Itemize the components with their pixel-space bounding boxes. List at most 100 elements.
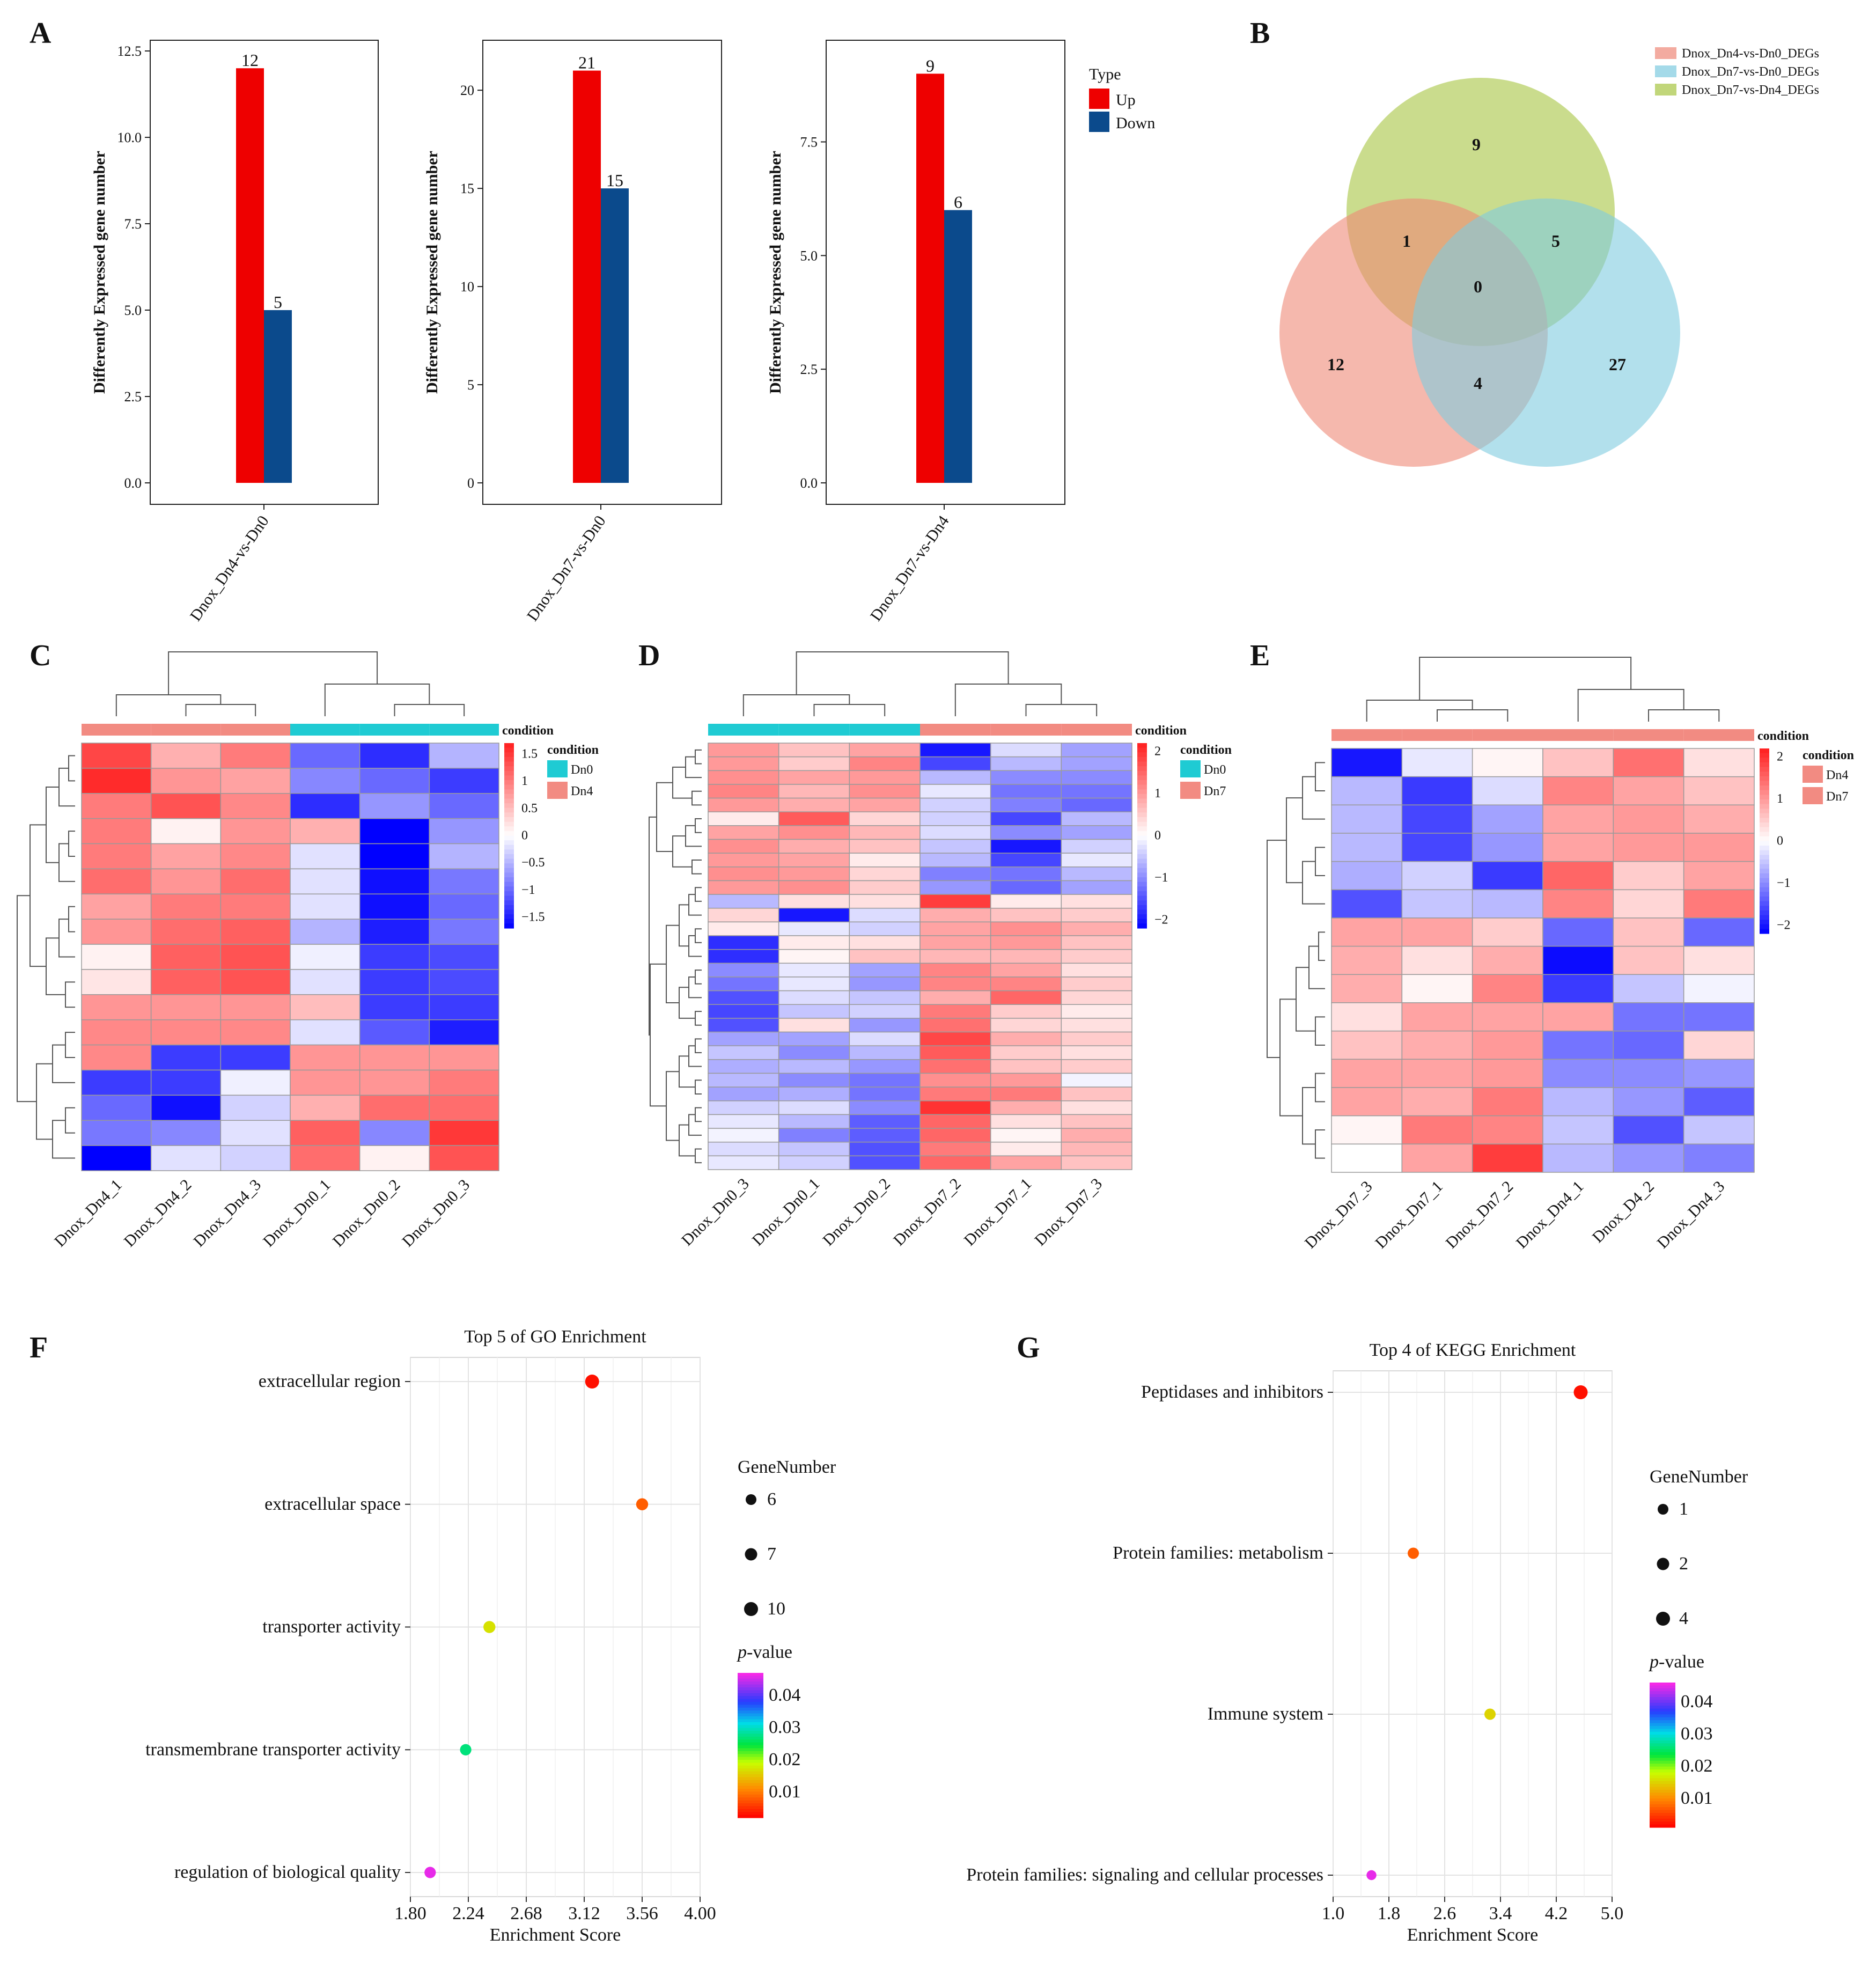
heatmap-cell xyxy=(1401,1115,1473,1145)
heatmap-cell xyxy=(1401,861,1473,891)
heatmap-cell xyxy=(1401,804,1473,834)
color-scale-segment xyxy=(1760,772,1769,777)
heatmap-cell xyxy=(1472,1115,1543,1145)
color-legend-segment xyxy=(738,1707,763,1711)
dendrogram-link xyxy=(1302,861,1325,905)
plot-title: Top 5 of GO Enrichment xyxy=(464,1327,646,1347)
color-legend-segment xyxy=(1650,1798,1675,1802)
color-legend-segment xyxy=(1650,1691,1675,1695)
heatmap-cell xyxy=(919,853,991,868)
x-category-label: Dnox_Dn7-vs-Dn4 xyxy=(867,512,953,625)
heatmap-cell xyxy=(359,818,430,844)
dendrogram-link xyxy=(691,790,702,806)
heatmap-cell xyxy=(708,853,779,868)
heatmap-cell xyxy=(359,994,430,1020)
heatmap-cell xyxy=(1061,1100,1132,1115)
heatmap-cell xyxy=(919,839,991,854)
condition-bar-cell xyxy=(849,724,920,736)
dendrogram-link xyxy=(695,749,702,765)
color-legend-tick: 0.04 xyxy=(1681,1692,1713,1712)
color-scale-segment xyxy=(1137,858,1147,864)
heatmap-cell xyxy=(778,1059,850,1074)
x-tick-label: 5.0 xyxy=(1601,1904,1624,1923)
color-legend-segment xyxy=(738,1797,763,1801)
color-scale-segment xyxy=(1760,920,1769,925)
venn-region-count: 4 xyxy=(1474,373,1482,393)
heatmap-cell xyxy=(990,935,1062,950)
color-scale-segment xyxy=(1760,836,1769,842)
heatmap-cell xyxy=(220,843,291,870)
color-legend-segment xyxy=(738,1710,763,1714)
heatmap-cell xyxy=(429,1095,499,1121)
heatmap-cell xyxy=(849,825,921,840)
condition-bar-cell xyxy=(1402,729,1473,741)
color-legend-segment xyxy=(738,1812,763,1816)
color-legend-segment xyxy=(1650,1813,1675,1816)
color-legend-segment xyxy=(738,1725,763,1729)
heatmap-cell xyxy=(919,1114,991,1129)
heatmap-cell xyxy=(1542,1143,1614,1173)
heatmap-cell xyxy=(849,866,921,882)
color-scale-segment xyxy=(1760,929,1769,934)
color-legend-segment xyxy=(1650,1743,1675,1747)
color-scale-segment xyxy=(504,789,514,795)
color-scale-segment xyxy=(1137,891,1147,897)
heatmap-cell xyxy=(220,1044,291,1071)
heatmap-cell xyxy=(290,768,361,794)
color-scale-tick: 1 xyxy=(521,774,528,788)
heatmap-cell xyxy=(1061,1045,1132,1060)
heatmap-cell xyxy=(1331,861,1403,891)
color-legend-segment xyxy=(738,1794,763,1798)
heatmap-cell xyxy=(150,919,222,945)
color-scale-segment xyxy=(1760,795,1769,800)
dendrogram-link xyxy=(1315,1073,1325,1103)
color-scale-segment xyxy=(1137,766,1147,772)
heatmap-e-panel: conditionDnox_Dn7_3Dnox_Dn7_1Dnox_Dn7_2D… xyxy=(1267,657,1854,1252)
heatmap-cell xyxy=(1061,921,1132,936)
dendrogram-link xyxy=(17,895,36,1103)
x-tick-label: 4.2 xyxy=(1545,1904,1568,1923)
heatmap-cell xyxy=(849,1155,921,1170)
x-axis-label: Enrichment Score xyxy=(1407,1925,1539,1945)
heatmap-d-panel: conditionDnox_Dn0_3Dnox_Dn0_1Dnox_Dn0_2D… xyxy=(649,651,1232,1250)
heatmap-cell xyxy=(1472,1087,1543,1117)
heatmap-cell xyxy=(990,963,1062,978)
heatmap-column-label: Dnox_Dn4_3 xyxy=(1653,1178,1728,1252)
heatmap-cell xyxy=(81,919,152,945)
condition-legend-swatch xyxy=(547,782,568,799)
legend-label-down: Down xyxy=(1116,114,1155,132)
heatmap-cell xyxy=(1542,833,1614,862)
condition-bar-cell xyxy=(82,724,151,736)
heatmap-column-label: Dnox_Dn0_3 xyxy=(678,1175,753,1250)
color-scale-segment xyxy=(1760,781,1769,786)
heatmap-cell xyxy=(708,797,779,812)
heatmap-cell xyxy=(919,825,991,840)
heatmap-cell xyxy=(778,756,850,772)
x-tick-label: 2.24 xyxy=(452,1904,484,1923)
heatmap-cell xyxy=(1542,974,1614,1003)
dendrogram-link xyxy=(695,1079,702,1095)
bar-up xyxy=(916,74,944,483)
dendrogram-link xyxy=(679,987,695,1019)
condition-bar-cell xyxy=(290,724,360,736)
dendrogram-link xyxy=(58,767,75,807)
color-legend-segment xyxy=(1650,1760,1675,1764)
color-legend-segment xyxy=(738,1678,763,1682)
color-scale-segment xyxy=(1137,743,1147,748)
heatmap-cell xyxy=(990,990,1062,1005)
color-scale-segment xyxy=(504,807,514,813)
color-scale-segment xyxy=(504,831,514,836)
heatmap-cell xyxy=(429,818,499,844)
color-legend-segment xyxy=(1650,1816,1675,1819)
heatmap-cell xyxy=(1613,1059,1684,1088)
color-scale-segment xyxy=(1760,855,1769,860)
heatmap-cell xyxy=(1061,784,1132,799)
color-scale-segment xyxy=(1760,776,1769,781)
bar-charts-panel: 0.0 2.5 5.0 7.5 10.0 12.5 12 5 Differently Expre… xyxy=(91,40,1155,625)
color-scale-segment xyxy=(504,752,514,758)
color-scale-segment xyxy=(1137,882,1147,887)
heatmap-cell xyxy=(919,1031,991,1046)
size-legend-dot xyxy=(745,1548,757,1561)
heatmap-cell xyxy=(849,963,921,978)
color-legend-segment xyxy=(738,1684,763,1688)
